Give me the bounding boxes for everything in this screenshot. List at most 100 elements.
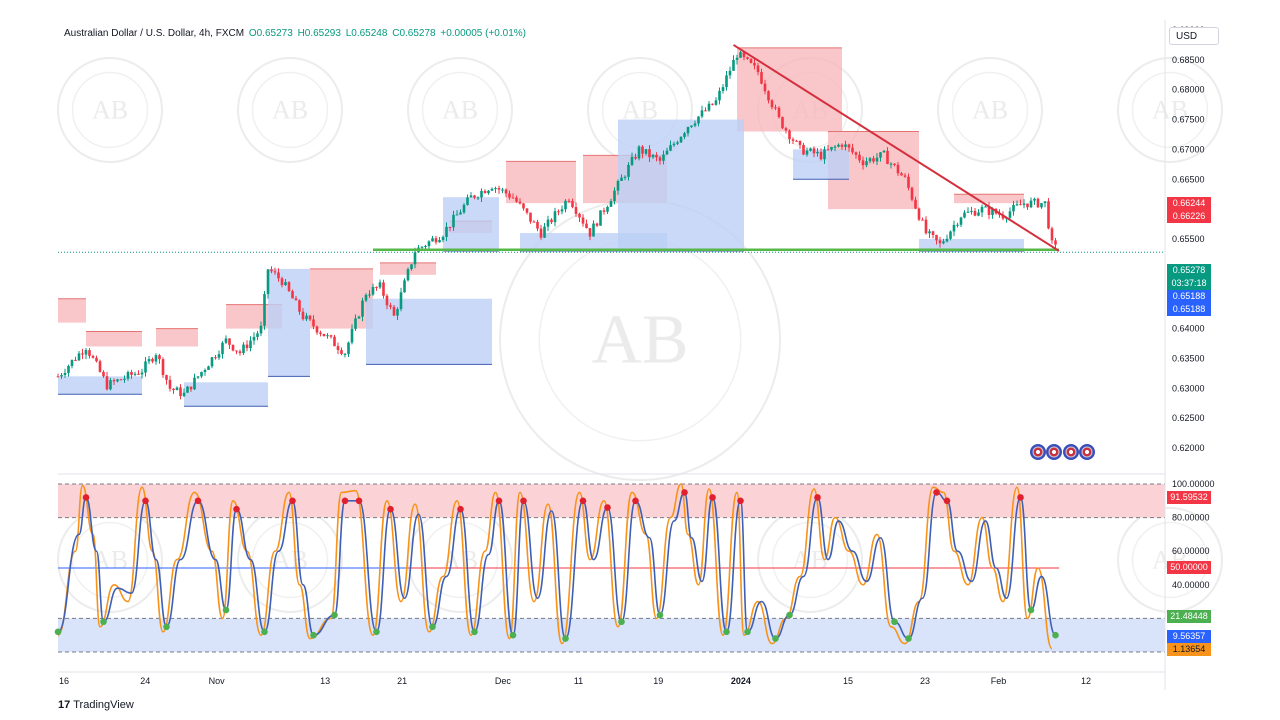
candle-body	[312, 319, 315, 327]
candle-body	[210, 357, 214, 367]
oversold-dot	[1027, 606, 1035, 614]
watermark-seal	[1117, 57, 1223, 163]
time-axis-tick: 2024	[731, 676, 751, 686]
candle-body	[123, 378, 126, 380]
us-flag-icon[interactable]	[1046, 444, 1063, 460]
candle-body	[921, 219, 924, 221]
candle-body	[298, 300, 301, 312]
oversold-dot	[509, 631, 517, 639]
candle-body	[637, 146, 641, 159]
candle-body	[196, 376, 200, 378]
currency-button[interactable]: USD	[1169, 27, 1219, 45]
candle-body	[592, 223, 595, 237]
candle-body	[389, 305, 392, 307]
us-flag-icon[interactable]	[1079, 444, 1096, 460]
overbought-dot	[737, 497, 744, 505]
price-axis-tick: 0.63500	[1172, 353, 1205, 363]
candle-body	[627, 164, 630, 177]
candle-body	[154, 355, 158, 362]
candle-body	[837, 144, 840, 147]
candle-body	[504, 189, 508, 194]
candle-body	[217, 354, 221, 358]
time-axis-tick: Dec	[495, 676, 512, 686]
candle-body	[130, 371, 133, 375]
candle-body	[343, 353, 347, 355]
candle-body	[112, 380, 116, 382]
candle-body	[252, 336, 256, 341]
tradingview-logo[interactable]: 17 TradingView	[58, 699, 134, 711]
candle-body	[392, 306, 396, 316]
time-axis-tick: 13	[320, 676, 330, 686]
candle-body	[361, 300, 364, 317]
resistance-zone	[506, 161, 576, 204]
oversold-zone	[58, 618, 1165, 652]
candle-body	[557, 211, 560, 213]
candle-body	[81, 353, 84, 355]
candle-body	[707, 103, 711, 111]
countdown-tag: 03:37:18	[1167, 277, 1211, 290]
overbought-dot	[1017, 494, 1024, 501]
overbought-dot	[457, 505, 464, 513]
candle-body	[739, 52, 742, 58]
resistance-zone	[737, 47, 842, 132]
candle-body	[109, 380, 112, 390]
watermark-seal	[937, 57, 1043, 163]
candle-body	[896, 164, 900, 174]
candle-body	[665, 150, 669, 155]
candle-body	[88, 350, 91, 356]
overbought-dot	[632, 497, 639, 505]
us-flag-icon[interactable]	[1030, 444, 1046, 460]
us-flag-icon[interactable]	[1062, 444, 1079, 460]
event-flags[interactable]	[1030, 444, 1096, 465]
candle-body	[329, 335, 333, 337]
candle-body	[378, 282, 382, 288]
candle-body	[259, 325, 263, 334]
candle-body	[662, 154, 665, 161]
candle-body	[865, 161, 868, 166]
candle-body	[242, 344, 245, 354]
candle-body	[116, 379, 119, 382]
watermark-text: AB	[591, 301, 688, 378]
candle-body	[455, 214, 459, 216]
candle-body	[536, 221, 539, 229]
candle-body	[1047, 201, 1050, 229]
candle-body	[840, 144, 844, 147]
candle-body	[847, 144, 851, 148]
price-axis-tick: 0.68000	[1172, 85, 1205, 95]
candle-body	[546, 219, 550, 227]
candle-body	[396, 309, 399, 316]
candle-body	[119, 379, 123, 381]
candle-body	[907, 176, 910, 188]
candle-body	[980, 206, 984, 213]
candle-body	[683, 133, 686, 137]
candle-body	[623, 176, 627, 178]
candle-body	[704, 110, 707, 112]
overbought-dot	[194, 497, 202, 505]
candle-body	[490, 188, 494, 191]
overbought-dot	[681, 489, 688, 496]
candle-body	[235, 350, 238, 352]
candle-body	[777, 107, 781, 118]
candle-body	[903, 175, 907, 177]
candle-body	[973, 210, 977, 216]
candle-body	[333, 336, 336, 347]
candle-body	[763, 83, 767, 92]
candle-body	[774, 107, 777, 109]
oscillator-axis-tick: 40.00000	[1172, 580, 1210, 590]
watermark-seal-inner	[251, 521, 329, 599]
candle-body	[133, 373, 137, 375]
candle-body	[354, 318, 357, 329]
candle-body	[179, 387, 182, 397]
candle-body	[984, 206, 987, 208]
candle-body	[207, 366, 210, 370]
overbought-dot	[355, 497, 363, 505]
candle-body	[686, 127, 690, 134]
candle-body	[420, 246, 424, 248]
candle-body	[508, 193, 511, 198]
watermark-seal	[57, 57, 163, 163]
candle-body	[1015, 204, 1019, 206]
candle-body	[749, 58, 753, 63]
candle-body	[95, 357, 98, 362]
candle-body	[833, 146, 837, 148]
